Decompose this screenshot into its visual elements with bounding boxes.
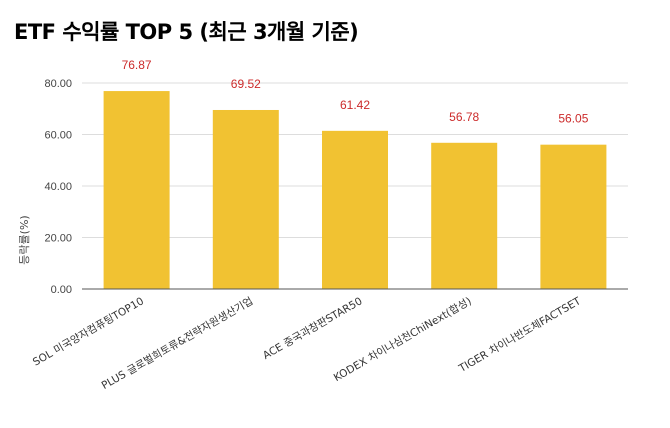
bar <box>212 109 279 290</box>
bar <box>431 142 498 289</box>
x-tick-label: TIGER 차이나반도체FACTSET <box>456 295 583 375</box>
bar <box>103 91 170 289</box>
y-tick-label: 40.00 <box>44 181 72 193</box>
data-label: 56.05 <box>558 112 588 126</box>
x-tick-label: SOL 미국양자컴퓨팅TOP10 <box>31 295 146 368</box>
data-label: 56.78 <box>449 110 479 124</box>
data-label: 76.87 <box>122 58 152 72</box>
data-label: 69.52 <box>231 77 261 91</box>
y-tick-label: 20.00 <box>44 233 72 245</box>
data-label: 61.42 <box>340 98 370 112</box>
y-axis-label: 등락률(%) <box>18 215 31 264</box>
x-tick-label: ACE 중국과창판STAR50 <box>261 295 365 362</box>
bar <box>322 130 388 289</box>
bar <box>540 144 607 289</box>
y-tick-label: 80.00 <box>44 78 72 90</box>
chart-title: ETF 수익률 TOP 5 (최근 3개월 기준) <box>14 20 359 44</box>
y-tick-label: 60.00 <box>44 130 72 142</box>
y-tick-label: 0.00 <box>51 284 72 296</box>
